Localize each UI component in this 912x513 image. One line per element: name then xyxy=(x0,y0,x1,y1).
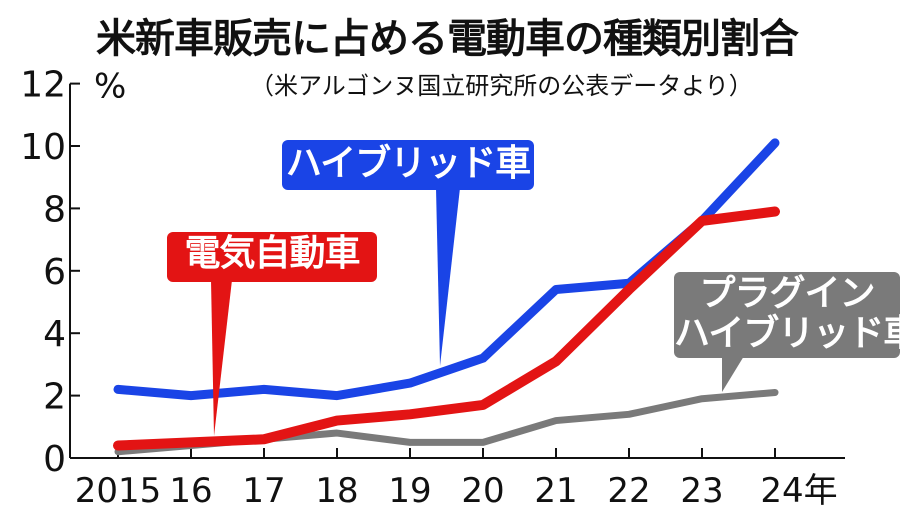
y-tick-label: 8 xyxy=(43,189,66,230)
x-tick-label: 24年 xyxy=(760,471,837,511)
x-tick-label: 22 xyxy=(607,471,650,511)
phev-callout-line1: プラグイン xyxy=(699,273,875,314)
y-axis-unit-label: % xyxy=(94,67,126,107)
phev-callout-box xyxy=(674,272,900,358)
y-tick-label: 12 xyxy=(20,65,66,106)
series-layer xyxy=(113,138,780,456)
callout-shapes xyxy=(167,140,900,436)
series-line-1 xyxy=(113,206,780,451)
chart-title: 米新車販売に占める電動車の種類別割合 xyxy=(96,16,799,62)
y-tick-label: 2 xyxy=(43,377,66,418)
x-tick-label: 16 xyxy=(169,471,212,511)
source-note: （米アルゴンヌ国立研究所の公表データより） xyxy=(250,72,753,100)
y-tick-label: 4 xyxy=(43,314,66,355)
x-tick-label: 21 xyxy=(534,471,577,511)
hybrid-callout-box xyxy=(282,140,534,190)
axes: 0 2 4 6 8 10 12 % 2015 16 17 18 19 20 21 22 23 24年 xyxy=(20,65,845,511)
ev-callout-pointer xyxy=(211,280,232,436)
y-tick-label: 6 xyxy=(43,252,66,293)
x-tick-label: 2015 xyxy=(75,471,162,511)
x-tick-label: 20 xyxy=(461,471,504,511)
x-tick-label: 19 xyxy=(388,471,431,511)
ev-callout-text: 電気自動車 xyxy=(184,233,360,274)
y-tick-label: 0 xyxy=(43,439,66,480)
phev-callout-line2: ハイブリッド車 xyxy=(674,313,912,354)
hybrid-callout-text: ハイブリッド車 xyxy=(285,143,531,184)
x-tick-label: 18 xyxy=(315,471,358,511)
y-tick-label: 10 xyxy=(20,127,66,168)
hybrid-callout-pointer xyxy=(436,188,460,366)
ev-callout-label: 電気自動車 xyxy=(167,232,377,276)
x-tick-label: 17 xyxy=(242,471,285,511)
phev-callout-label: プラグイン ハイブリッド車 xyxy=(674,273,912,354)
x-tick-label: 23 xyxy=(680,471,723,511)
ev-callout-box xyxy=(167,232,377,282)
hybrid-callout-label: ハイブリッド車 xyxy=(282,142,534,186)
phev-callout-pointer xyxy=(722,356,744,392)
